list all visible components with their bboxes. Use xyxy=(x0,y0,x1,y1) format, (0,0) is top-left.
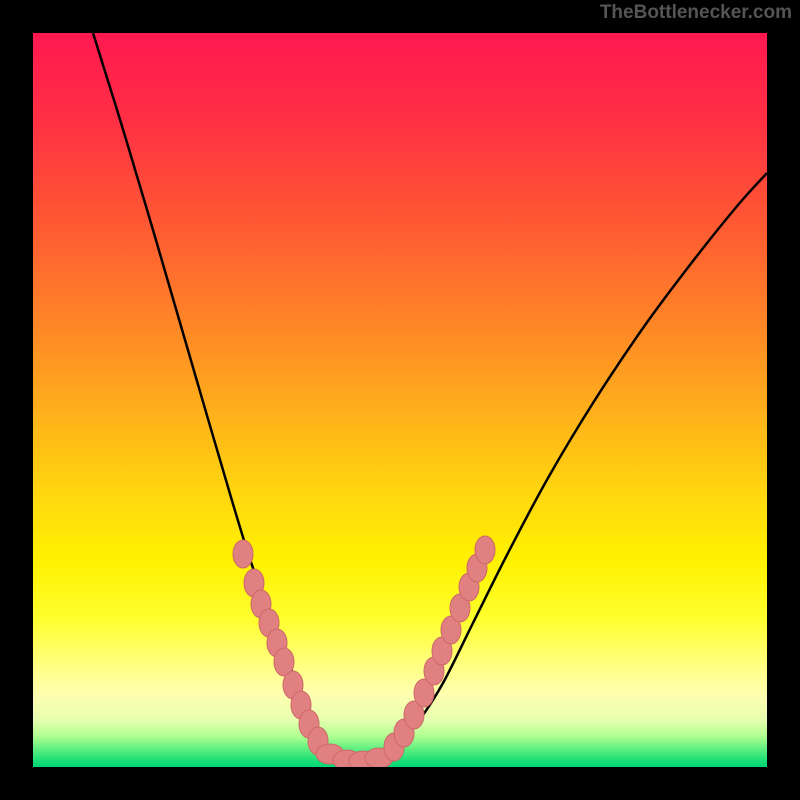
watermark-text: TheBottlenecker.com xyxy=(600,2,792,24)
border-left xyxy=(0,0,33,800)
plot-area xyxy=(33,33,767,767)
border-bottom xyxy=(0,767,800,800)
marker-left-0 xyxy=(233,540,253,568)
marker-right-10 xyxy=(475,536,495,564)
v-curve-path xyxy=(93,33,767,762)
border-right xyxy=(767,0,800,800)
chart-frame: TheBottlenecker.com xyxy=(0,0,800,800)
plot-svg xyxy=(33,33,767,767)
